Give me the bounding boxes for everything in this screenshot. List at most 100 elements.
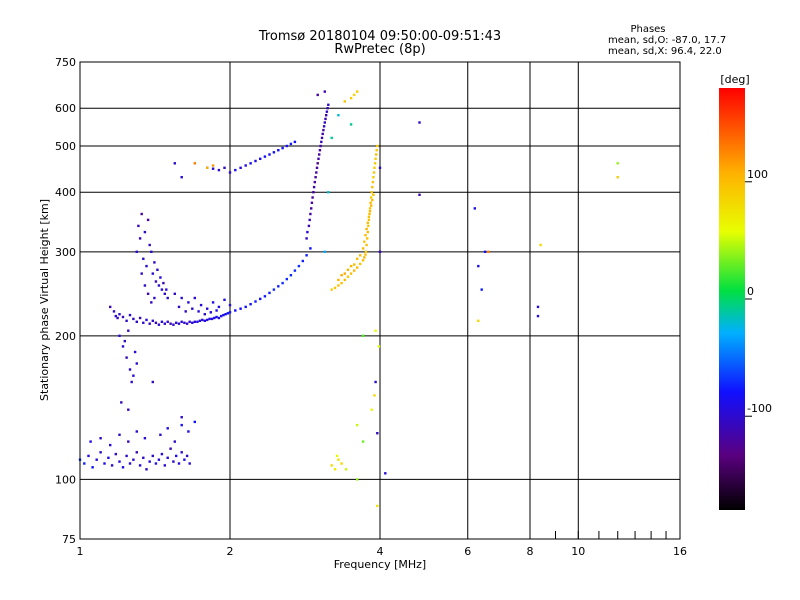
point-x-31 [375, 153, 378, 156]
point-o-22 [157, 458, 161, 461]
point-o-64 [125, 319, 128, 322]
point-o-169 [313, 180, 316, 184]
point-x-15 [366, 237, 369, 240]
point-o-176 [323, 121, 326, 124]
point-o-27 [172, 460, 175, 463]
point-o-23 [160, 452, 164, 456]
point-o-18 [145, 468, 148, 471]
point-o-97 [217, 316, 221, 320]
point-x-62 [376, 504, 379, 508]
point-o-231 [151, 380, 154, 384]
point-o-101 [226, 312, 229, 315]
point-o-223 [480, 288, 483, 291]
point-o-55 [133, 350, 137, 354]
point-o-44 [180, 423, 183, 427]
colorbar-tick-label-1: 0 [747, 285, 754, 298]
point-x-30 [374, 157, 377, 160]
point-o-37 [118, 433, 121, 436]
point-o-66 [132, 317, 135, 321]
stats-heading: Phases [630, 24, 665, 35]
point-o-150 [193, 296, 196, 300]
point-o-175 [322, 128, 325, 132]
point-o-110 [268, 291, 271, 295]
point-o-170 [315, 171, 318, 174]
colorbar-tick-label-2: -100 [747, 402, 772, 415]
point-o-72 [151, 319, 154, 322]
chart-subtitle: RwPretec (8p) [334, 42, 425, 57]
point-x-37 [365, 227, 368, 231]
point-o-19 [148, 460, 151, 463]
point-o-78 [169, 322, 172, 325]
point-o-222 [536, 314, 540, 318]
point-o-107 [254, 300, 257, 303]
point-x-60 [335, 454, 339, 458]
point-x-78 [539, 243, 542, 247]
point-o-95 [213, 316, 216, 320]
point-o-6 [103, 462, 106, 465]
y-tick-label-4: 400 [55, 186, 76, 199]
point-o-178 [326, 107, 329, 110]
x-tick-labels: 1 2 4 6 8 10 16 [77, 545, 688, 558]
point-o-152 [206, 307, 209, 310]
point-o-124 [145, 264, 148, 268]
point-o-76 [163, 322, 166, 325]
point-o-70 [145, 318, 148, 322]
point-x-83 [361, 334, 365, 337]
x-axis-label: Frequency [MHz] [334, 558, 426, 571]
point-o-195 [323, 90, 326, 93]
point-o-98 [220, 314, 223, 318]
point-o-49 [125, 356, 128, 359]
point-x-75 [349, 123, 353, 126]
point-x-66 [370, 408, 373, 411]
point-o-227 [374, 380, 377, 384]
point-o-104 [239, 307, 242, 310]
point-o-155 [223, 298, 226, 301]
point-o-9 [114, 452, 117, 456]
point-o-65 [128, 313, 132, 317]
point-o-15 [135, 451, 138, 454]
point-o-90 [201, 318, 204, 322]
point-x-49 [346, 268, 350, 271]
point-o-99 [222, 313, 225, 317]
point-o-232 [180, 416, 183, 419]
point-o-48 [121, 345, 125, 348]
point-o-13 [128, 462, 132, 465]
point-o-141 [165, 288, 168, 291]
point-x-41 [370, 204, 373, 207]
point-x-36 [364, 234, 367, 237]
point-o-63 [121, 315, 125, 319]
point-o-103 [234, 309, 237, 312]
point-o-111 [272, 288, 276, 291]
point-x-28 [373, 166, 376, 169]
point-o-221 [536, 305, 540, 309]
point-o-57 [120, 401, 123, 404]
point-o-2 [87, 454, 90, 458]
point-o-144 [146, 292, 150, 295]
point-o-188 [320, 140, 323, 144]
point-o-166 [309, 212, 312, 216]
point-x-77 [616, 176, 619, 179]
point-x-63 [374, 329, 377, 332]
point-x-80 [477, 319, 480, 322]
point-o-35 [99, 437, 102, 440]
point-x-40 [368, 210, 372, 213]
point-o-167 [310, 201, 314, 204]
point-o-81 [177, 322, 181, 325]
point-o-210 [293, 140, 297, 144]
point-o-131 [166, 296, 169, 300]
point-o-187 [318, 149, 322, 152]
y-tick-label-2: 200 [55, 330, 76, 343]
point-x-23 [370, 191, 373, 194]
point-x-64 [377, 345, 381, 348]
point-o-189 [321, 132, 324, 136]
point-o-139 [159, 276, 162, 279]
point-o-226 [378, 250, 382, 253]
point-o-71 [148, 322, 151, 325]
point-o-123 [142, 257, 145, 260]
x-tick-label-4: 8 [527, 545, 534, 558]
point-o-202 [259, 157, 262, 160]
point-o-10 [118, 460, 121, 463]
y-tick-labels: 75 100 200 300 400 500 600 750 [55, 56, 76, 546]
point-o-127 [154, 280, 158, 283]
point-o-209 [289, 142, 293, 146]
